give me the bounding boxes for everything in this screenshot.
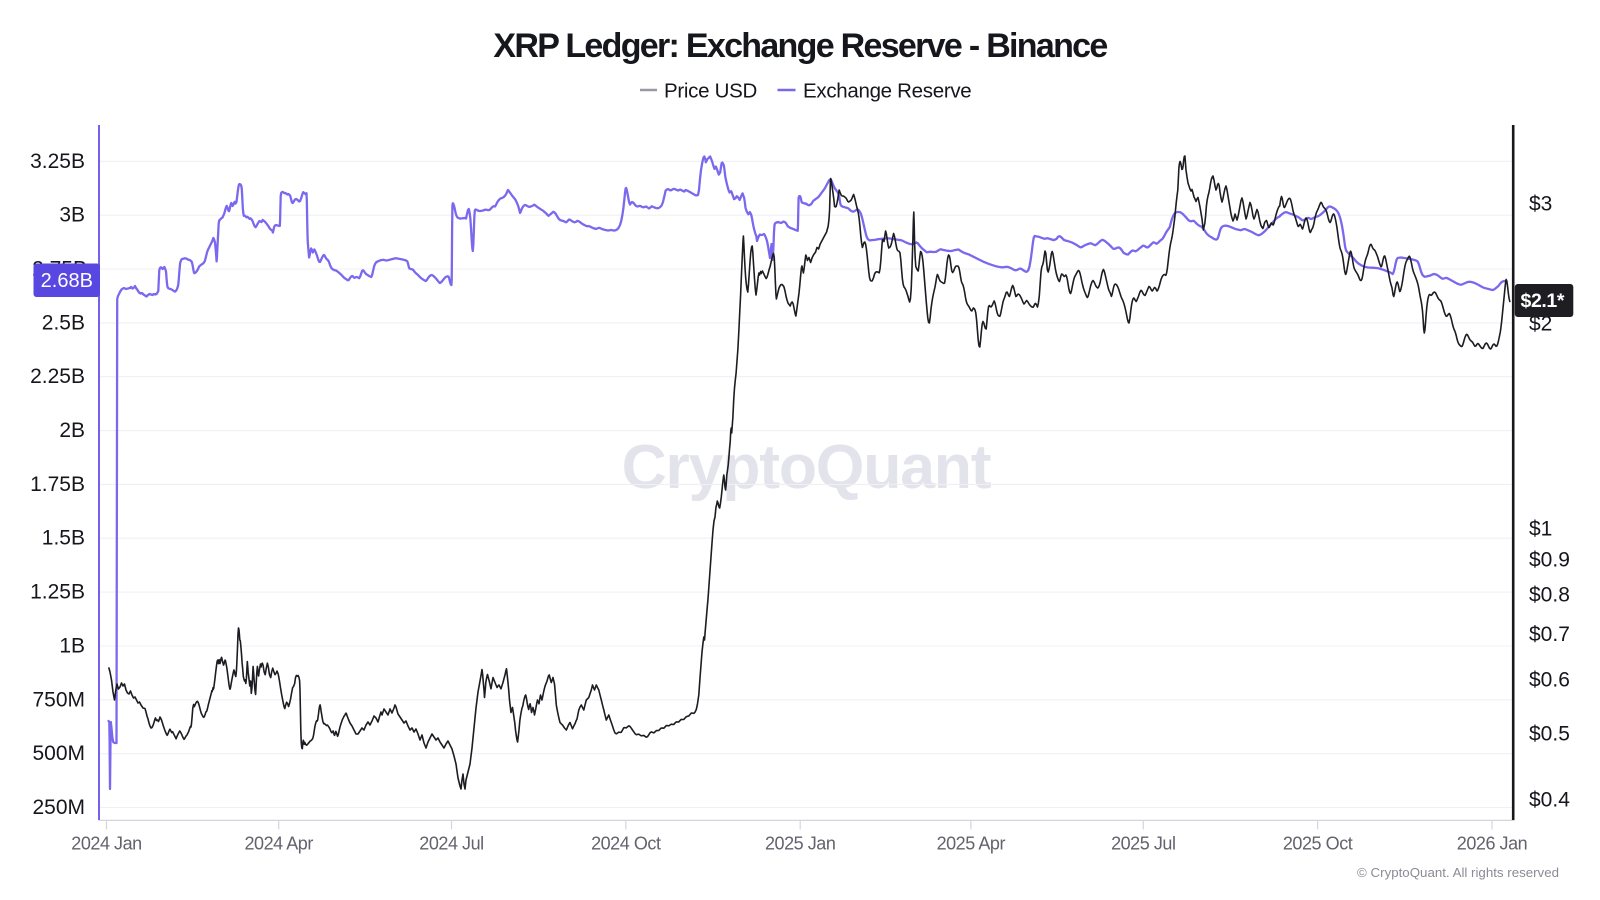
svg-text:2.68B: 2.68B [41,270,93,292]
svg-text:2.5B: 2.5B [42,311,85,334]
svg-text:$0.5: $0.5 [1529,723,1570,746]
svg-text:2025 Jul: 2025 Jul [1111,834,1175,854]
svg-text:2026 Jan: 2026 Jan [1457,834,1527,854]
svg-text:2B: 2B [59,419,85,442]
svg-text:$2: $2 [1529,313,1552,336]
svg-text:2024 Jul: 2024 Jul [419,834,483,854]
svg-text:2024 Jan: 2024 Jan [71,834,141,854]
svg-text:$0.9: $0.9 [1529,549,1570,572]
svg-text:$1: $1 [1529,518,1552,541]
svg-text:$3: $3 [1529,193,1552,216]
svg-text:1.75B: 1.75B [30,473,85,496]
svg-text:1.5B: 1.5B [42,527,85,550]
svg-text:$0.4: $0.4 [1529,789,1570,812]
svg-text:CryptoQuant: CryptoQuant [622,432,992,502]
svg-text:500M: 500M [32,742,85,765]
svg-text:750M: 750M [32,688,85,711]
svg-text:© CryptoQuant. All rights rese: © CryptoQuant. All rights reserved [1357,865,1559,880]
svg-text:250M: 250M [32,796,85,819]
svg-text:1.25B: 1.25B [30,581,85,604]
svg-text:2.25B: 2.25B [30,365,85,388]
svg-text:1B: 1B [59,635,85,658]
svg-text:2024 Apr: 2024 Apr [244,834,313,854]
svg-text:$0.7: $0.7 [1529,623,1570,646]
svg-text:2024 Oct: 2024 Oct [591,834,661,854]
svg-text:Price USD: Price USD [664,80,757,103]
svg-text:$0.8: $0.8 [1529,584,1570,607]
svg-text:2025 Oct: 2025 Oct [1283,834,1353,854]
svg-text:3B: 3B [59,204,85,227]
svg-text:$0.6: $0.6 [1529,669,1570,692]
svg-text:2025 Apr: 2025 Apr [937,834,1006,854]
svg-text:2025 Jan: 2025 Jan [765,834,835,854]
svg-text:$2.1*: $2.1* [1521,290,1565,312]
svg-text:Exchange Reserve: Exchange Reserve [803,80,971,103]
svg-text:3.25B: 3.25B [30,150,85,173]
svg-text:XRP Ledger: Exchange Reserve -: XRP Ledger: Exchange Reserve - Binance [493,27,1107,65]
